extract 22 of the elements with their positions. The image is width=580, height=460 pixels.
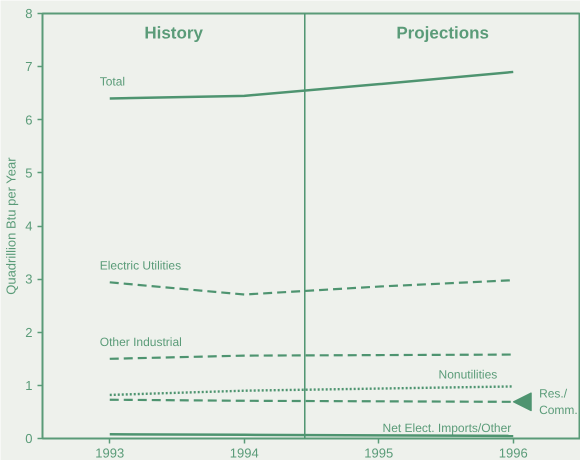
y-tick-label: 5 bbox=[25, 165, 33, 180]
y-axis-title: Quadrillion Btu per Year bbox=[3, 156, 18, 295]
y-tick-label: 0 bbox=[25, 431, 33, 446]
x-tick-label: 1995 bbox=[364, 446, 394, 460]
x-tick-label: 1993 bbox=[95, 446, 124, 460]
y-tick-label: 3 bbox=[25, 272, 33, 287]
x-tick-label: 1996 bbox=[498, 446, 528, 460]
y-tick-label: 1 bbox=[25, 378, 33, 393]
annotation: Projections bbox=[396, 24, 489, 42]
x-tick-label: 1994 bbox=[230, 446, 259, 460]
y-tick-label: 8 bbox=[25, 6, 33, 21]
annotation: History bbox=[144, 24, 204, 42]
series-label: Electric Utilities bbox=[100, 258, 182, 272]
y-tick-label: 7 bbox=[25, 59, 33, 74]
series-label: Other Industrial bbox=[100, 334, 182, 349]
series-label: Total bbox=[100, 74, 126, 88]
series-label: Net Elect. Imports/Other bbox=[382, 420, 512, 435]
legend-label: Res./ Comm. bbox=[539, 386, 578, 418]
y-tick-label: 4 bbox=[25, 218, 33, 234]
y-tick-label: 2 bbox=[25, 324, 33, 340]
series-label: Nonutilities bbox=[438, 367, 498, 382]
y-tick-label: 6 bbox=[25, 112, 33, 128]
